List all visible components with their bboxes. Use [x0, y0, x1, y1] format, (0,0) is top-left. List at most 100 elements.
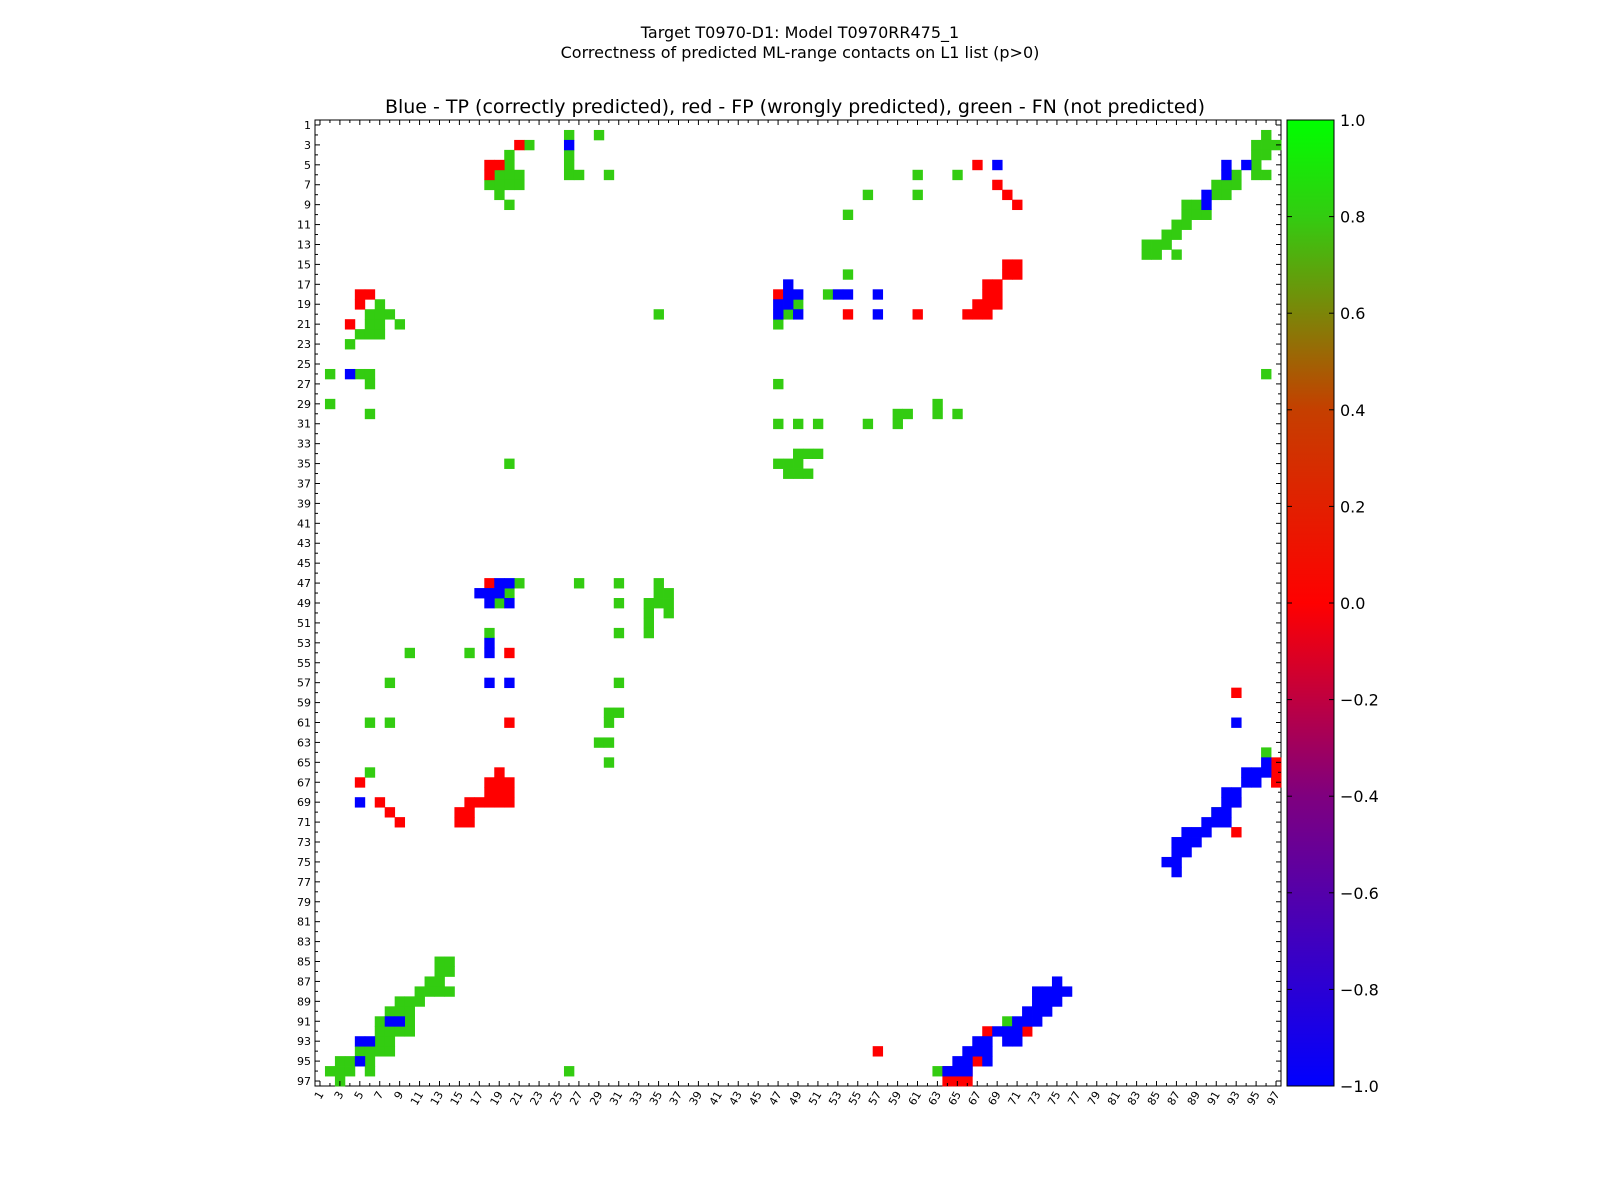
contact-cell-fp	[1012, 199, 1023, 211]
contact-cell-fn	[563, 129, 575, 141]
contact-cell-fp	[484, 169, 495, 181]
y-tick-label: 59	[297, 697, 311, 710]
x-tick-label: 3	[332, 1089, 347, 1102]
contact-cell-fp	[484, 578, 495, 589]
contact-cell-fn	[563, 169, 575, 181]
y-tick-label: 45	[297, 557, 311, 570]
contact-cell-tp	[563, 139, 575, 151]
contact-cell-fn	[464, 647, 475, 659]
contact-cell-tp	[1221, 787, 1232, 798]
contact-cell-fp	[1012, 259, 1023, 270]
contact-cell-fn	[603, 707, 615, 718]
contact-cell-fn	[1171, 249, 1182, 260]
y-tick-label: 41	[297, 517, 311, 530]
contact-cell-fp	[1002, 259, 1013, 270]
contact-cell-fn	[424, 976, 435, 987]
contact-cell-fn	[653, 598, 664, 609]
contact-cell-tp	[504, 598, 515, 609]
contact-cell-fp	[464, 817, 475, 828]
y-tick-label: 71	[297, 816, 311, 829]
contact-cell-fn	[1201, 209, 1212, 220]
contact-cell-tp	[793, 309, 804, 320]
contact-cell-tp	[1241, 777, 1252, 788]
contact-cell-fn	[563, 149, 575, 161]
contact-cell-tp	[1231, 797, 1242, 808]
contact-cell-fn	[862, 189, 874, 201]
x-tick-label: 11	[408, 1089, 426, 1108]
contact-cell-fn	[504, 199, 515, 211]
contact-cell-tp	[952, 1056, 963, 1067]
contact-cell-tp	[1041, 996, 1053, 1007]
contact-cell-fp	[364, 289, 376, 300]
contact-cell-tp	[1032, 986, 1043, 997]
contact-cell-fp	[494, 787, 505, 798]
contact-cell-fn	[952, 408, 963, 420]
contact-cell-fn	[414, 996, 425, 1007]
contact-cell-tp	[962, 1046, 973, 1057]
contact-cell-tp	[1032, 1016, 1043, 1027]
contact-cell-fn	[1211, 179, 1222, 191]
contact-cell-fn	[514, 578, 525, 589]
y-tick-label: 33	[297, 438, 311, 451]
contact-cell-fn	[802, 448, 814, 459]
contact-cell-fn	[812, 418, 824, 430]
contact-cell-tp	[1221, 159, 1232, 171]
contact-cell-tp	[344, 368, 356, 380]
contact-cell-fn	[912, 189, 923, 201]
contact-cell-tp	[1201, 189, 1212, 201]
x-tick-label: 49	[786, 1089, 804, 1108]
contact-cell-fn	[603, 757, 615, 768]
contact-cell-fn	[1261, 129, 1272, 141]
contact-cell-fp	[504, 777, 515, 788]
contact-cell-tp	[962, 1066, 973, 1077]
x-tick-label: 71	[1005, 1089, 1023, 1108]
contact-cell-fn	[1161, 229, 1172, 240]
contact-cell-fn	[1141, 249, 1152, 260]
contact-cell-fp	[484, 777, 495, 788]
contact-cell-fp	[384, 807, 396, 818]
contact-cell-tp	[982, 1056, 993, 1067]
contact-cell-fn	[364, 368, 376, 380]
y-tick-label: 29	[297, 398, 311, 411]
y-tick-label: 3	[304, 139, 311, 152]
contact-cell-tp	[1221, 169, 1232, 181]
y-tick-label: 97	[297, 1075, 311, 1088]
contact-cell-tp	[494, 578, 505, 589]
contact-cell-tp	[783, 289, 794, 300]
x-tick-label: 75	[1045, 1089, 1063, 1108]
contact-cell-fn	[932, 408, 943, 420]
contact-cell-fn	[902, 408, 913, 420]
contact-cell-fn	[613, 627, 625, 639]
contact-cell-fn	[364, 1056, 376, 1067]
contact-cell-fn	[354, 329, 366, 340]
contact-cell-fn	[504, 588, 515, 599]
contact-cell-fn	[484, 179, 495, 191]
contact-cell-fp	[872, 1046, 884, 1057]
contact-cell-tp	[952, 1066, 963, 1077]
contact-cell-fn	[444, 956, 455, 967]
contact-cell-fn	[1261, 169, 1272, 181]
contact-cell-tp	[1201, 827, 1212, 838]
x-tick-label: 37	[667, 1089, 685, 1108]
contact-cell-fp	[514, 139, 525, 151]
x-tick-label: 19	[488, 1089, 506, 1108]
contact-cell-fn	[563, 1066, 575, 1077]
contact-cell-fn	[603, 737, 615, 748]
contact-cell-fn	[404, 1026, 415, 1037]
contact-cell-tp	[1241, 767, 1252, 778]
contact-cell-fn	[434, 966, 445, 977]
contact-cell-fn	[384, 1026, 396, 1037]
y-tick-label: 51	[297, 617, 311, 630]
y-tick-label: 57	[297, 677, 311, 690]
y-tick-label: 61	[297, 717, 311, 730]
contact-cell-fp	[354, 299, 366, 310]
contact-cell-fn	[773, 458, 784, 469]
contact-cell-fn	[494, 179, 505, 191]
contact-cell-fn	[504, 159, 515, 171]
contact-cell-tp	[1161, 856, 1172, 868]
contact-cell-fn	[1261, 747, 1272, 758]
contact-cell-tp	[783, 299, 794, 310]
contact-cell-fn	[783, 468, 794, 479]
x-tick-label: 43	[727, 1089, 745, 1108]
contact-cell-fn	[1261, 368, 1272, 380]
